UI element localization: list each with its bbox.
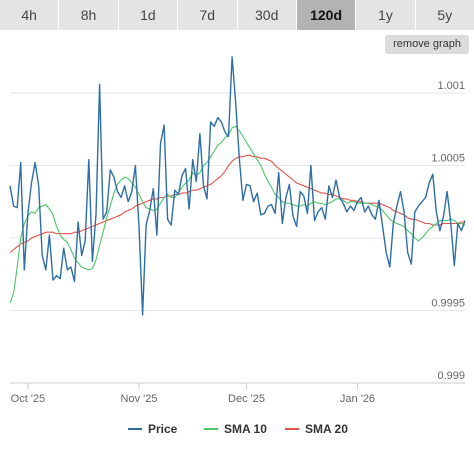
y-axis-ticks: 0.999 0.9995 1.0005 1.001: [431, 80, 465, 382]
timeframe-tabs: 4h 8h 1d 7d 30d 120d 1y 5y: [0, 0, 474, 30]
legend-item[interactable]: Price: [128, 422, 178, 436]
y-tick-label: 0.9995: [431, 298, 465, 310]
legend-label: SMA 10: [224, 422, 267, 436]
tab-120d[interactable]: 120d: [296, 0, 357, 30]
tab-4h[interactable]: 4h: [0, 0, 60, 30]
y-tick-label: 0.999: [437, 370, 465, 382]
tab-1d[interactable]: 1d: [118, 0, 179, 30]
tab-7d[interactable]: 7d: [178, 0, 238, 30]
x-tick-label: Oct '25: [11, 393, 46, 405]
series-line-sma-10: [9, 125, 466, 304]
y-tick-label: 1.0005: [431, 153, 465, 165]
remove-graph-button[interactable]: remove graph: [385, 35, 469, 54]
legend-item[interactable]: SMA 10: [204, 422, 267, 436]
series-lines: [9, 56, 466, 316]
tab-8h[interactable]: 8h: [59, 0, 119, 30]
legend: Price SMA 10 SMA 20: [128, 422, 348, 436]
series-line-price: [9, 56, 466, 316]
x-tick-label: Nov '25: [121, 393, 158, 405]
tab-30d[interactable]: 30d: [237, 0, 297, 30]
legend-label: SMA 20: [305, 422, 348, 436]
x-tick-label: Dec '25: [228, 393, 265, 405]
y-tick-label: 1.001: [437, 80, 465, 92]
x-axis: Oct '25 Nov '25 Dec '25 Jan '26: [10, 382, 465, 405]
x-tick-label: Jan '26: [340, 393, 375, 405]
tab-5y[interactable]: 5y: [415, 0, 474, 30]
legend-item[interactable]: SMA 20: [285, 422, 348, 436]
legend-label: Price: [148, 422, 178, 436]
tab-1y[interactable]: 1y: [356, 0, 416, 30]
